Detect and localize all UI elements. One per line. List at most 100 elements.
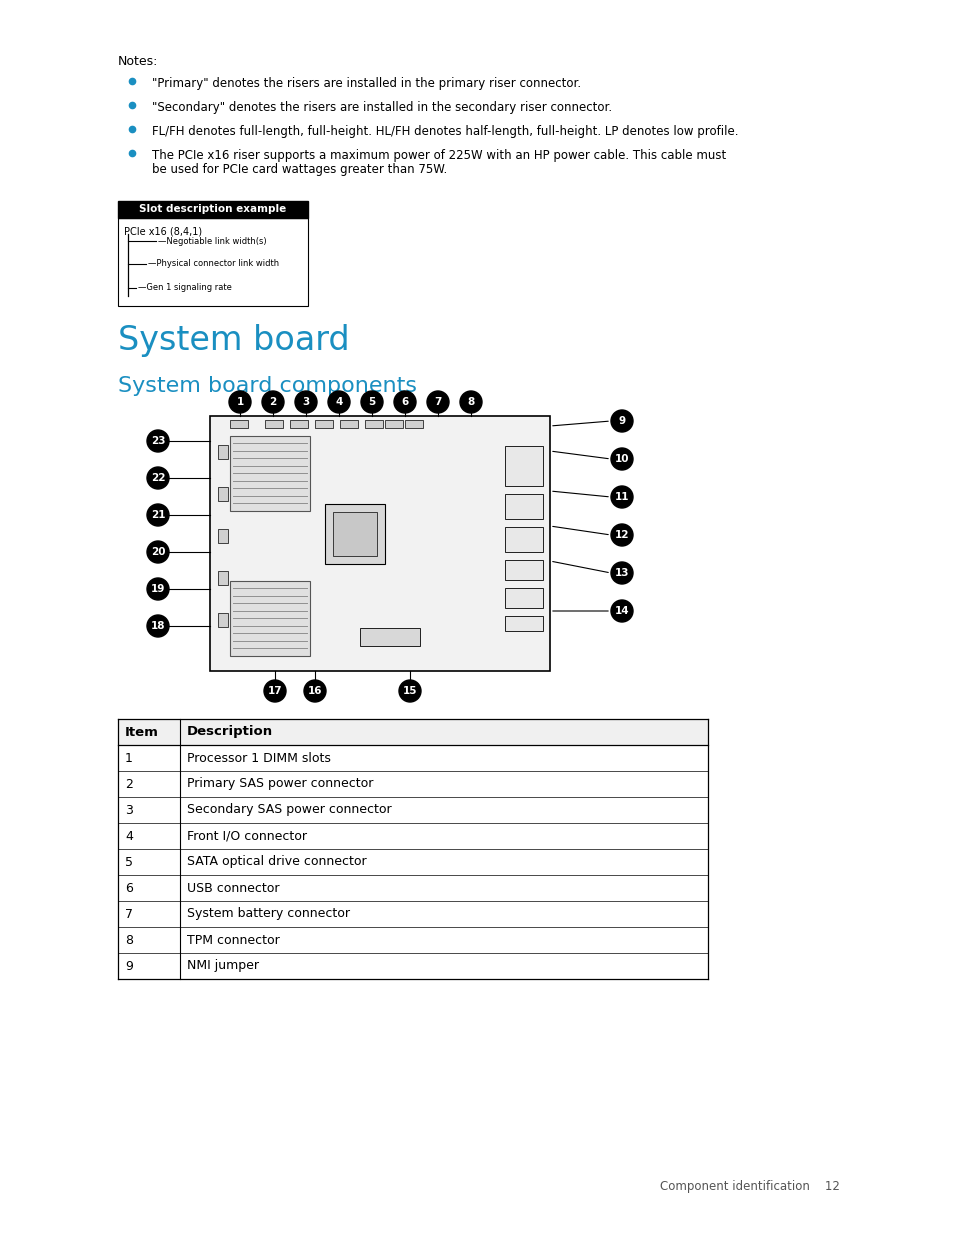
Text: Processor 1 DIMM slots: Processor 1 DIMM slots (187, 752, 331, 764)
Text: be used for PCIe card wattages greater than 75W.: be used for PCIe card wattages greater t… (152, 163, 447, 177)
Bar (118, 719, 707, 745)
Bar (118, 797, 707, 823)
Text: 6: 6 (401, 396, 408, 408)
Circle shape (147, 578, 169, 600)
Bar (504, 559, 542, 580)
Circle shape (147, 615, 169, 637)
Bar (359, 629, 419, 646)
Bar (118, 771, 707, 797)
Text: —Physical connector link width: —Physical connector link width (148, 259, 279, 268)
Circle shape (394, 391, 416, 412)
Circle shape (328, 391, 350, 412)
Bar (118, 876, 707, 902)
Text: 11: 11 (614, 492, 629, 501)
Text: 6: 6 (125, 882, 132, 894)
Text: Front I/O connector: Front I/O connector (187, 830, 307, 842)
Text: 8: 8 (125, 934, 132, 946)
Bar (210, 416, 550, 671)
Bar (504, 527, 542, 552)
Text: 3: 3 (125, 804, 132, 816)
Text: 5: 5 (125, 856, 132, 868)
Text: 4: 4 (335, 396, 342, 408)
Bar (218, 613, 228, 627)
Text: 7: 7 (125, 908, 132, 920)
Circle shape (610, 562, 633, 584)
Text: 22: 22 (151, 473, 165, 483)
Bar (118, 219, 308, 306)
Text: 12: 12 (614, 530, 629, 540)
Circle shape (147, 467, 169, 489)
Circle shape (304, 680, 326, 701)
Circle shape (398, 680, 420, 701)
Text: USB connector: USB connector (187, 882, 279, 894)
Text: Notes:: Notes: (118, 56, 158, 68)
Text: NMI jumper: NMI jumper (187, 960, 258, 972)
Bar (365, 420, 382, 429)
Text: 8: 8 (467, 396, 475, 408)
Bar (230, 436, 310, 511)
Text: 4: 4 (125, 830, 132, 842)
Text: Secondary SAS power connector: Secondary SAS power connector (187, 804, 392, 816)
Circle shape (294, 391, 316, 412)
Text: System battery connector: System battery connector (187, 908, 350, 920)
Text: 14: 14 (614, 606, 629, 616)
Bar (118, 201, 308, 219)
Text: 5: 5 (368, 396, 375, 408)
Text: Slot description example: Slot description example (139, 205, 286, 215)
Circle shape (610, 600, 633, 622)
Circle shape (610, 410, 633, 432)
Text: System board components: System board components (118, 375, 416, 396)
Text: 20: 20 (151, 547, 165, 557)
Bar (118, 902, 707, 927)
Text: 10: 10 (614, 454, 629, 464)
Text: —Gen 1 signaling rate: —Gen 1 signaling rate (138, 284, 232, 293)
Text: 15: 15 (402, 685, 416, 697)
Text: 17: 17 (268, 685, 282, 697)
Bar (265, 420, 283, 429)
Circle shape (229, 391, 251, 412)
Text: FL/FH denotes full-length, full-height. HL/FH denotes half-length, full-height. : FL/FH denotes full-length, full-height. … (152, 125, 738, 138)
Circle shape (262, 391, 284, 412)
Circle shape (427, 391, 449, 412)
Bar (118, 953, 707, 979)
Bar (504, 446, 542, 487)
Bar (504, 616, 542, 631)
Bar (218, 445, 228, 459)
Text: The PCIe x16 riser supports a maximum power of 225W with an HP power cable. This: The PCIe x16 riser supports a maximum po… (152, 149, 725, 162)
Bar (230, 420, 248, 429)
Bar (118, 823, 707, 848)
Text: 9: 9 (618, 416, 625, 426)
Bar (290, 420, 308, 429)
Text: 2: 2 (125, 778, 132, 790)
Bar (339, 420, 357, 429)
Text: 19: 19 (151, 584, 165, 594)
Text: 9: 9 (125, 960, 132, 972)
Bar (218, 487, 228, 501)
Text: 13: 13 (614, 568, 629, 578)
Bar (504, 494, 542, 519)
Bar (325, 504, 385, 564)
Text: System board: System board (118, 324, 349, 357)
Text: 3: 3 (302, 396, 310, 408)
Bar (118, 927, 707, 953)
Bar (405, 420, 422, 429)
Circle shape (264, 680, 286, 701)
Text: —Negotiable link width(s): —Negotiable link width(s) (158, 236, 266, 246)
Circle shape (147, 541, 169, 563)
Text: PCIe x16 (8,4,1): PCIe x16 (8,4,1) (124, 226, 202, 236)
Text: Component identification    12: Component identification 12 (659, 1179, 840, 1193)
Text: 16: 16 (308, 685, 322, 697)
Text: 2: 2 (269, 396, 276, 408)
Bar (333, 513, 376, 556)
Circle shape (360, 391, 382, 412)
Text: 23: 23 (151, 436, 165, 446)
Circle shape (610, 524, 633, 546)
Circle shape (147, 504, 169, 526)
Bar (385, 420, 402, 429)
Circle shape (610, 448, 633, 471)
Bar (218, 571, 228, 585)
Bar (314, 420, 333, 429)
Bar (504, 588, 542, 608)
Text: 1: 1 (125, 752, 132, 764)
Text: 21: 21 (151, 510, 165, 520)
